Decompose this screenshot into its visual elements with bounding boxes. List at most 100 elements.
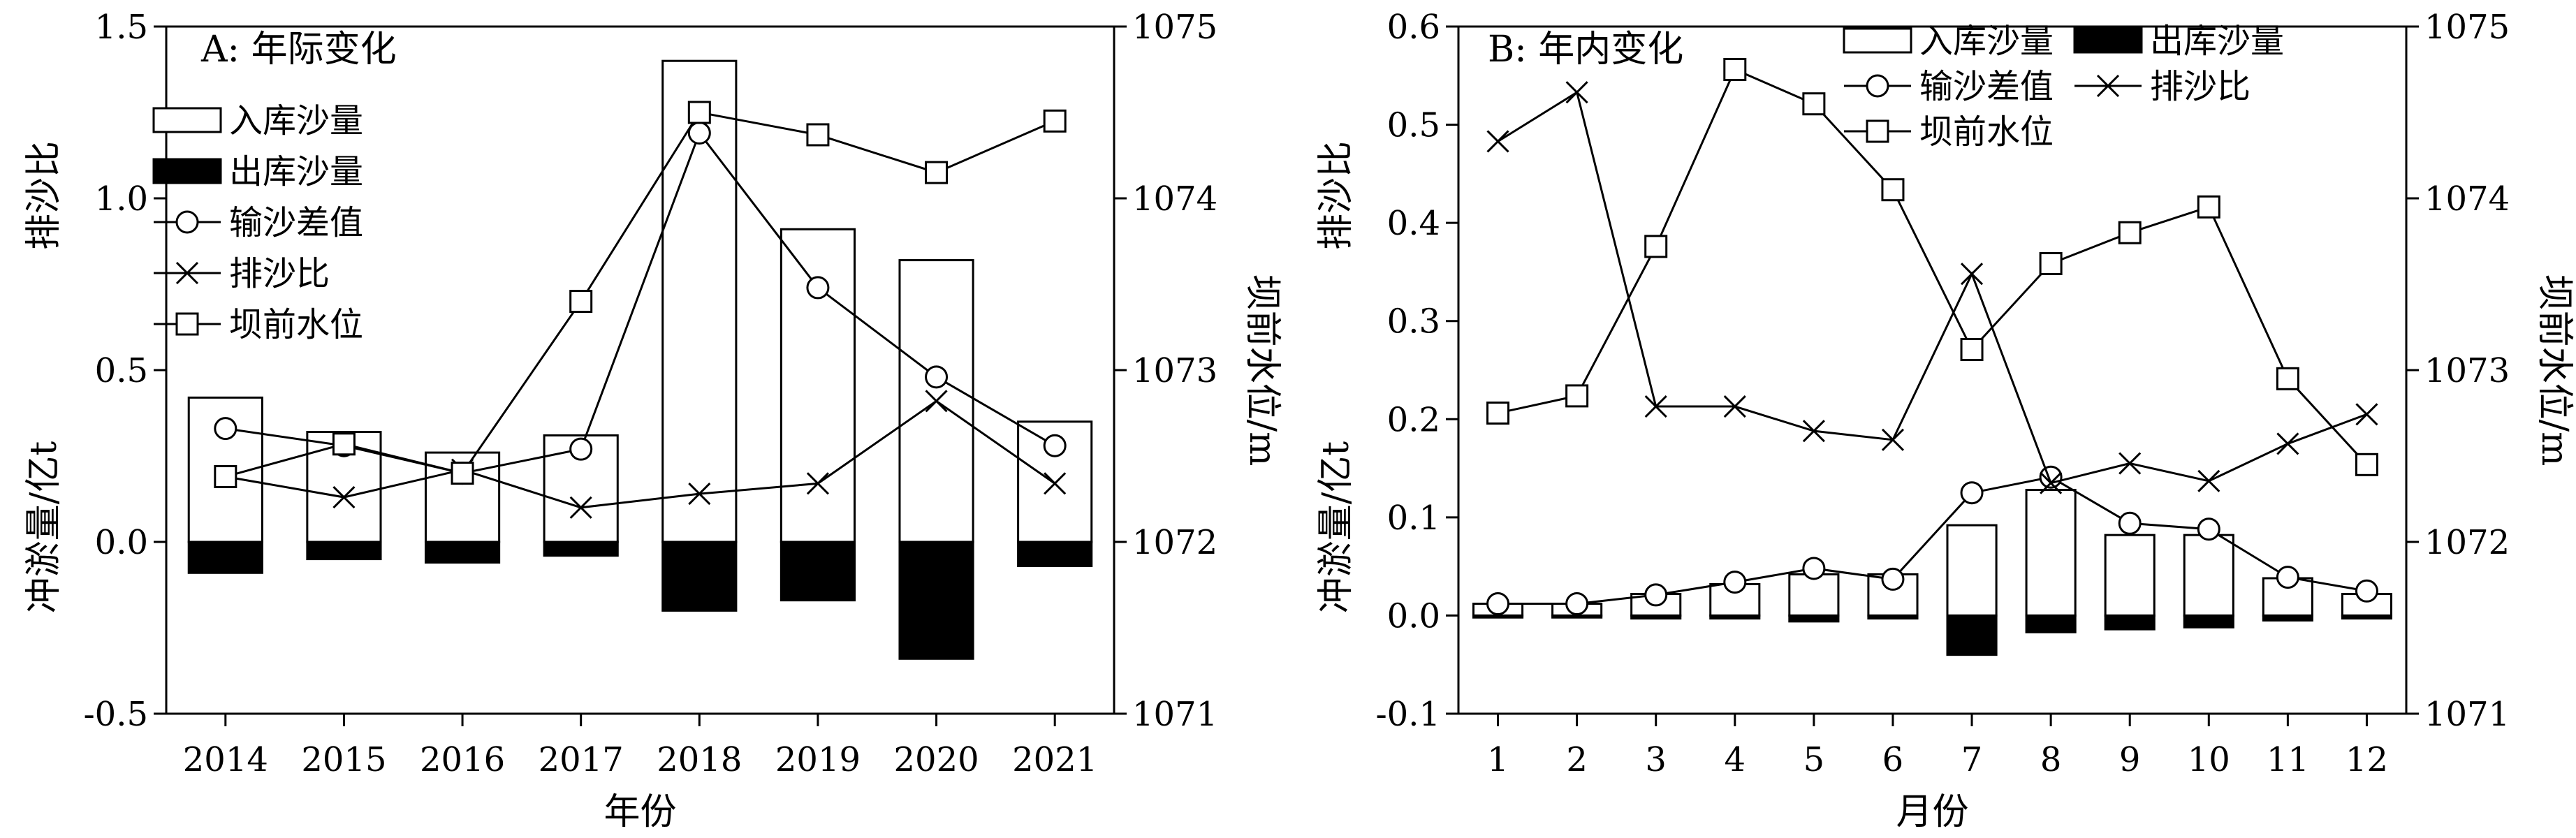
b-bar-outflow-6 xyxy=(1867,614,1919,620)
a-ytick-label: 1.0 xyxy=(95,179,148,219)
a-legend-label: 入库沙量 xyxy=(229,101,363,140)
b-marker-circle-3 xyxy=(1644,583,1668,607)
b-bar-outflow-10 xyxy=(2183,614,2234,628)
b-ytick-label: -0.1 xyxy=(1375,695,1440,734)
b-legend-label: 输沙差值 xyxy=(1919,67,2054,106)
b-xtick-label: 12 xyxy=(2346,740,2388,779)
a-marker-square-2017 xyxy=(569,290,593,314)
a-xtick-label: 2016 xyxy=(420,740,505,779)
b-marker-x-3 xyxy=(1644,395,1667,418)
b-marker-x-11 xyxy=(2276,432,2299,455)
b-bar-outflow-1 xyxy=(1472,614,1524,619)
b-marker-circle-11 xyxy=(2276,566,2299,589)
a-panel-title: A: 年际变化 xyxy=(200,29,397,71)
a-y2-axis-label: 坝前水位/m xyxy=(1241,274,1283,466)
a-legend-label: 出库沙量 xyxy=(229,152,363,191)
a-legend-label: 输沙差值 xyxy=(229,203,363,242)
b-bar-inflow-8 xyxy=(2025,488,2077,617)
b-marker-x-6 xyxy=(1881,428,1905,451)
a-y-axis-label-bottom: 冲淤量/亿t xyxy=(23,441,65,614)
a-marker-circle-2021 xyxy=(1043,434,1067,457)
a-ytick-label: 1.5 xyxy=(95,8,148,47)
a-x-axis-label: 年份 xyxy=(603,791,676,833)
b-xtick-label: 5 xyxy=(1803,740,1825,779)
b-xtick-label: 7 xyxy=(1961,740,1983,779)
b-marker-circle-12 xyxy=(2355,579,2378,603)
b-marker-x-10 xyxy=(2197,469,2220,492)
a-legend-swatch-inflow xyxy=(152,107,222,133)
b-marker-x-2 xyxy=(1565,81,1588,104)
b-legend-marker-circle xyxy=(1866,74,1889,98)
a-marker-x-2019 xyxy=(806,472,830,495)
a-legend-swatch-outflow xyxy=(152,158,222,184)
panel-b: -0.10.00.10.20.30.40.50.6107110721073107… xyxy=(1315,8,2575,833)
b-marker-square-10 xyxy=(2197,195,2220,219)
b-marker-square-12 xyxy=(2355,453,2378,476)
a-bar-outflow-2017 xyxy=(543,541,619,557)
b-xtick-label: 2 xyxy=(1566,740,1588,779)
a-marker-square-2019 xyxy=(806,123,830,147)
a-xtick-label: 2021 xyxy=(1012,740,1097,779)
b-ytick-label: 0.5 xyxy=(1387,106,1440,145)
a-marker-x-2020 xyxy=(925,390,948,413)
a-marker-square-2016 xyxy=(451,462,474,485)
a-y2tick-label: 1073 xyxy=(1132,351,1217,390)
b-legend-swatch-outflow xyxy=(2073,27,2143,54)
b-marker-square-9 xyxy=(2118,221,2142,244)
b-bar-inflow-7 xyxy=(1946,524,1998,617)
b-panel-title: B: 年内变化 xyxy=(1488,29,1683,71)
b-marker-square-3 xyxy=(1644,235,1668,258)
b-line-square xyxy=(1498,68,2368,466)
b-legend-swatch-inflow xyxy=(1843,27,1912,54)
b-marker-square-7 xyxy=(1960,337,1984,361)
a-marker-square-2018 xyxy=(687,101,711,124)
a-marker-x-2018 xyxy=(688,483,711,506)
a-bar-outflow-2014 xyxy=(187,541,263,574)
b-bar-outflow-4 xyxy=(1709,614,1761,620)
b-marker-circle-1 xyxy=(1486,592,1510,616)
a-marker-circle-2019 xyxy=(806,276,830,300)
b-marker-square-8 xyxy=(2039,251,2063,275)
b-xtick-label: 9 xyxy=(2119,740,2141,779)
b-marker-circle-9 xyxy=(2118,511,2142,535)
b-xtick-label: 11 xyxy=(2267,740,2309,779)
b-bar-outflow-11 xyxy=(2262,614,2313,622)
b-ytick-label: 0.4 xyxy=(1387,204,1440,243)
a-legend-marker-square xyxy=(175,312,199,336)
b-marker-square-5 xyxy=(1802,92,1826,116)
b-marker-x-5 xyxy=(1802,420,1825,443)
b-bar-outflow-12 xyxy=(2341,614,2393,620)
b-legend-marker-x xyxy=(2096,74,2120,98)
a-line-square xyxy=(225,111,1055,478)
a-bar-outflow-2020 xyxy=(898,541,974,660)
b-y2tick-label: 1075 xyxy=(2424,8,2510,47)
b-xtick-label: 6 xyxy=(1882,740,1904,779)
a-marker-square-2021 xyxy=(1043,109,1067,133)
b-y-axis-label-bottom: 冲淤量/亿t xyxy=(1315,441,1357,614)
b-bar-outflow-7 xyxy=(1946,614,1998,656)
b-marker-square-11 xyxy=(2276,367,2299,390)
a-ytick-label: 0.5 xyxy=(95,351,148,390)
b-bar-inflow-5 xyxy=(1788,573,1840,617)
a-xtick-label: 2018 xyxy=(657,740,742,779)
a-y2tick-label: 1071 xyxy=(1132,695,1217,734)
b-line-circle xyxy=(1498,476,2367,605)
b-marker-square-4 xyxy=(1723,58,1747,81)
b-marker-x-12 xyxy=(2355,403,2378,426)
b-legend-label: 入库沙量 xyxy=(1919,22,2054,61)
b-ytick-label: 0.3 xyxy=(1387,302,1440,341)
b-bar-inflow-9 xyxy=(2104,534,2156,617)
b-marker-circle-5 xyxy=(1802,557,1826,580)
b-y2-axis-label: 坝前水位/m xyxy=(2533,274,2575,466)
b-marker-square-2 xyxy=(1565,384,1589,408)
a-marker-square-2014 xyxy=(214,465,237,489)
a-marker-square-2015 xyxy=(332,432,356,456)
a-marker-x-2015 xyxy=(332,485,356,509)
panel-a: -0.5 0.0 0.5 1.0 1.5 1071 1072 1073 1074 1075 2014… xyxy=(23,8,1283,833)
b-marker-circle-4 xyxy=(1723,571,1747,594)
b-marker-circle-6 xyxy=(1881,567,1905,591)
b-y2tick-label: 1074 xyxy=(2424,179,2510,219)
a-legend-label: 排沙比 xyxy=(229,254,330,293)
a-bar-outflow-2021 xyxy=(1017,541,1093,567)
